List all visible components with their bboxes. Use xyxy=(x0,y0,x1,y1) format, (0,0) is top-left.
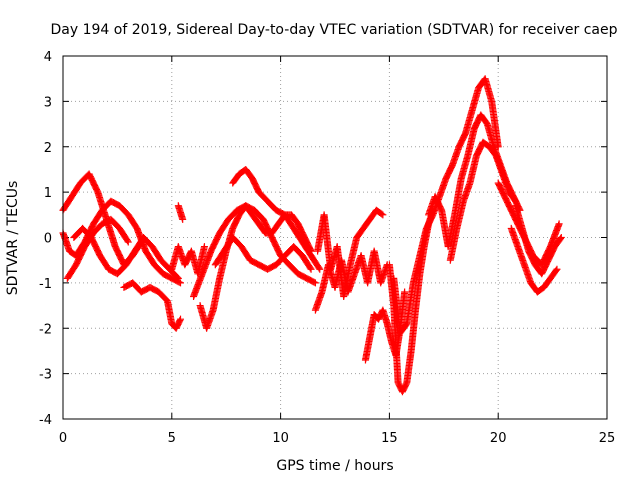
series-track-f xyxy=(168,243,208,278)
data-point-marker xyxy=(310,278,318,286)
data-point-marker xyxy=(378,210,386,218)
x-tick-label: 0 xyxy=(59,431,67,446)
data-point-marker xyxy=(179,215,187,223)
data-point-marker xyxy=(124,238,132,246)
data-points xyxy=(59,75,565,396)
data-point-marker xyxy=(306,264,314,272)
x-tick-labels: 0 5 10 15 20 25 xyxy=(59,431,615,446)
data-point-marker xyxy=(176,316,184,324)
y-tick-labels: -4 -3 -2 -1 0 1 2 3 4 xyxy=(39,50,52,428)
data-point-marker xyxy=(175,278,183,286)
y-tick-label: -3 xyxy=(39,368,52,383)
y-tick-label: 4 xyxy=(44,50,52,65)
series-track-c xyxy=(63,215,132,282)
series-track-m xyxy=(314,206,387,300)
data-point-marker xyxy=(316,265,324,273)
x-tick-label: 15 xyxy=(381,431,398,446)
data-point-marker xyxy=(311,279,319,287)
data-point-marker xyxy=(173,273,181,281)
y-axis-label: SDTVAR / TECUs xyxy=(5,181,21,296)
series-track-g xyxy=(174,202,187,223)
x-tick-label: 20 xyxy=(490,431,507,446)
data-point-marker xyxy=(174,274,182,282)
chart-title: Day 194 of 2019, Sidereal Day-to-day VTE… xyxy=(51,22,618,38)
y-tick-label: -1 xyxy=(39,277,52,292)
data-point-marker xyxy=(315,264,323,272)
y-tick-label: -4 xyxy=(39,413,52,428)
x-tick-label: 25 xyxy=(599,431,616,446)
x-tick-label: 5 xyxy=(168,431,176,446)
data-point-marker xyxy=(177,315,185,323)
data-point-marker xyxy=(177,279,185,287)
data-point-marker xyxy=(379,211,387,219)
series-track-i xyxy=(196,202,315,332)
y-tick-label: 3 xyxy=(44,95,52,110)
y-tick-label: 1 xyxy=(44,186,52,201)
data-point-marker xyxy=(123,237,131,245)
data-point-marker xyxy=(307,265,315,273)
series-track-e xyxy=(120,279,185,332)
y-tick-label: 2 xyxy=(44,141,52,156)
series-track-d xyxy=(70,224,182,282)
series-track-j xyxy=(229,165,324,273)
y-tick-label: -2 xyxy=(39,322,52,337)
series-track-k xyxy=(211,234,315,273)
x-axis-label: GPS time / hours xyxy=(276,458,393,474)
data-point-marker xyxy=(200,243,208,251)
y-tick-label: 0 xyxy=(44,232,52,247)
x-tick-label: 10 xyxy=(272,431,289,446)
